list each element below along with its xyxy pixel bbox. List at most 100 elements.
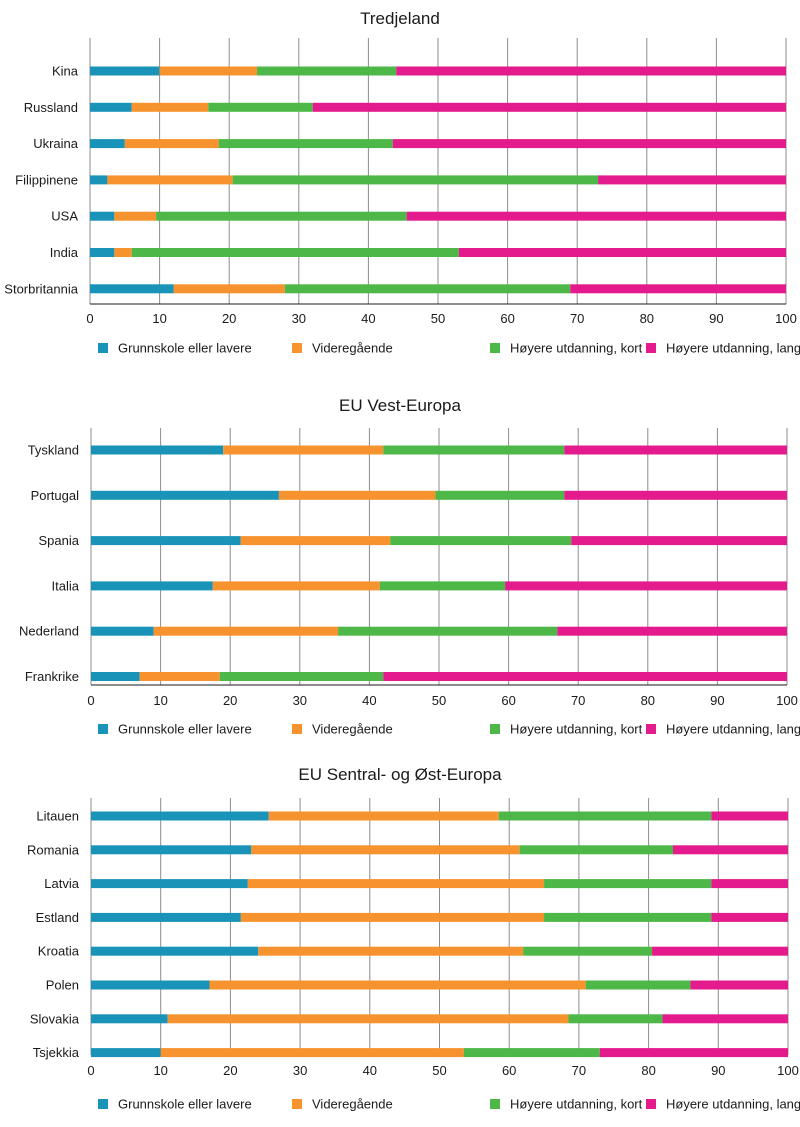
- bar-segment: [690, 980, 788, 990]
- bar-segment: [571, 536, 787, 546]
- bar-segment: [209, 980, 586, 990]
- x-tick-label: 70: [571, 693, 585, 708]
- x-tick-label: 20: [223, 1063, 237, 1078]
- bar-segment: [268, 811, 499, 821]
- bar-segment: [585, 980, 691, 990]
- x-tick-label: 10: [153, 693, 167, 708]
- category-label: Estland: [36, 910, 79, 925]
- bar-segment: [90, 175, 108, 185]
- bar-segment: [91, 626, 154, 636]
- bar-segment: [240, 912, 545, 922]
- category-label: Slovakia: [30, 1011, 80, 1026]
- bar-segment: [672, 845, 788, 855]
- x-tick-label: 70: [570, 311, 584, 326]
- chart-panel-3: EU Sentral- og Øst-Europa 0 10 20 30 40 50 60 70…: [27, 765, 800, 1112]
- legend-swatch: [646, 724, 656, 734]
- category-label: Spania: [39, 533, 80, 548]
- bar-segment: [652, 946, 788, 956]
- bar-segment: [91, 912, 241, 922]
- x-tick-label: 60: [502, 1063, 516, 1078]
- x-tick-label: 70: [572, 1063, 586, 1078]
- bar-segment: [458, 248, 786, 257]
- category-label: India: [50, 245, 79, 260]
- bar-segment: [131, 248, 459, 257]
- bar-segment: [90, 248, 115, 257]
- bar-segment: [139, 672, 220, 681]
- bar-segment: [711, 811, 788, 821]
- x-tick-label: 50: [432, 693, 446, 708]
- x-tick-label: 40: [363, 1063, 377, 1078]
- bar-segment: [91, 946, 259, 956]
- bar-segment: [90, 284, 174, 294]
- bar-segment: [114, 248, 132, 257]
- x-tick-label: 0: [87, 693, 94, 708]
- bar-segment: [107, 175, 233, 185]
- category-label: Latvia: [44, 876, 79, 891]
- x-tick-label: 30: [292, 311, 306, 326]
- x-tick-label: 100: [776, 693, 798, 708]
- bar-segment: [156, 211, 407, 221]
- bar-segment: [91, 536, 241, 546]
- bar-segment: [338, 626, 558, 636]
- legend-label: Videregående: [312, 341, 393, 356]
- x-tick-label: 100: [777, 1063, 799, 1078]
- bar-segment: [568, 1014, 663, 1024]
- legend-swatch: [292, 724, 302, 734]
- bar-segment: [392, 139, 786, 149]
- category-label: Polen: [46, 978, 79, 993]
- x-tick-label: 90: [709, 311, 723, 326]
- bar-segment: [153, 626, 339, 636]
- bar-segment: [240, 536, 391, 546]
- legend-label: Videregående: [312, 722, 393, 737]
- bar-segment: [91, 581, 213, 591]
- bar-segment: [160, 1048, 464, 1058]
- x-tick-label: 80: [641, 1063, 655, 1078]
- chart-title: EU Sentral- og Øst-Europa: [298, 765, 502, 784]
- chart-title: Tredjeland: [360, 9, 440, 28]
- bar-segment: [232, 175, 599, 185]
- bar-segment: [711, 912, 788, 922]
- bar-segment: [91, 445, 224, 455]
- category-label: Storbritannia: [4, 281, 78, 296]
- bar-segment: [557, 626, 787, 636]
- bar-segment: [91, 811, 269, 821]
- bar-segment: [167, 1014, 569, 1024]
- legend-swatch: [490, 343, 500, 353]
- bar-segment: [544, 912, 712, 922]
- x-tick-label: 100: [775, 311, 797, 326]
- bar-segment: [219, 672, 384, 681]
- category-label: Nederland: [19, 624, 79, 639]
- legend-swatch: [292, 343, 302, 353]
- bar-segment: [91, 980, 210, 990]
- x-tick-label: 10: [152, 311, 166, 326]
- category-label: Romania: [27, 842, 80, 857]
- x-tick-label: 0: [86, 311, 93, 326]
- x-tick-label: 10: [153, 1063, 167, 1078]
- legend-swatch: [490, 1099, 500, 1109]
- bar-segment: [91, 1048, 161, 1058]
- bar-segment: [711, 879, 788, 889]
- legend-swatch: [292, 1099, 302, 1109]
- legend-swatch: [98, 1099, 108, 1109]
- bar-segment: [505, 581, 787, 591]
- chart-panel-2: EU Vest-Europa 0 10 20 30 40 50 60 70 80 90 100 Tysk…: [19, 396, 800, 737]
- bar-segment: [208, 102, 313, 112]
- x-tick-label: 50: [432, 1063, 446, 1078]
- bar-segment: [544, 879, 712, 889]
- bar-segment: [564, 445, 787, 455]
- bar-segment: [90, 211, 115, 221]
- category-label: Italia: [52, 578, 80, 593]
- bar-segment: [406, 211, 786, 221]
- x-tick-label: 30: [293, 693, 307, 708]
- category-label: Russland: [24, 100, 78, 115]
- x-tick-label: 40: [362, 693, 376, 708]
- bar-segment: [91, 672, 140, 681]
- bar-segment: [90, 139, 125, 149]
- legend-label: Høyere utdanning, lang: [666, 722, 800, 737]
- legend-label: Høyere utdanning, lang: [666, 1097, 800, 1112]
- category-label: Filippinene: [15, 172, 78, 187]
- category-label: Tsjekkia: [33, 1045, 80, 1060]
- bar-segment: [212, 581, 380, 591]
- bar-segment: [90, 66, 160, 76]
